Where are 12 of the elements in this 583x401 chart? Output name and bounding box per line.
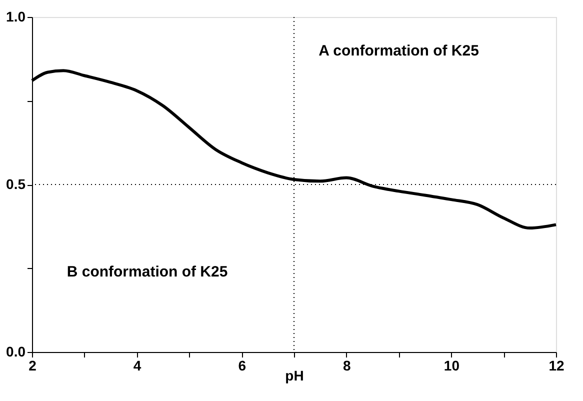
y-tick-label: 1.0 bbox=[6, 8, 26, 24]
x-tick-label: 10 bbox=[444, 358, 460, 374]
x-axis-title: pH bbox=[285, 368, 304, 384]
x-tick-label: 2 bbox=[28, 358, 37, 374]
x-tick-label: 6 bbox=[238, 358, 246, 374]
x-tick-label: 8 bbox=[343, 358, 351, 374]
annotation: A conformation of K25 bbox=[318, 42, 479, 60]
x-tick-label: 12 bbox=[548, 358, 564, 374]
x-tick-label: 4 bbox=[133, 358, 142, 374]
annotation: B conformation of K25 bbox=[66, 264, 228, 281]
y-tick-label: 0.0 bbox=[6, 344, 26, 360]
y-tick-label: 0.5 bbox=[6, 176, 26, 192]
